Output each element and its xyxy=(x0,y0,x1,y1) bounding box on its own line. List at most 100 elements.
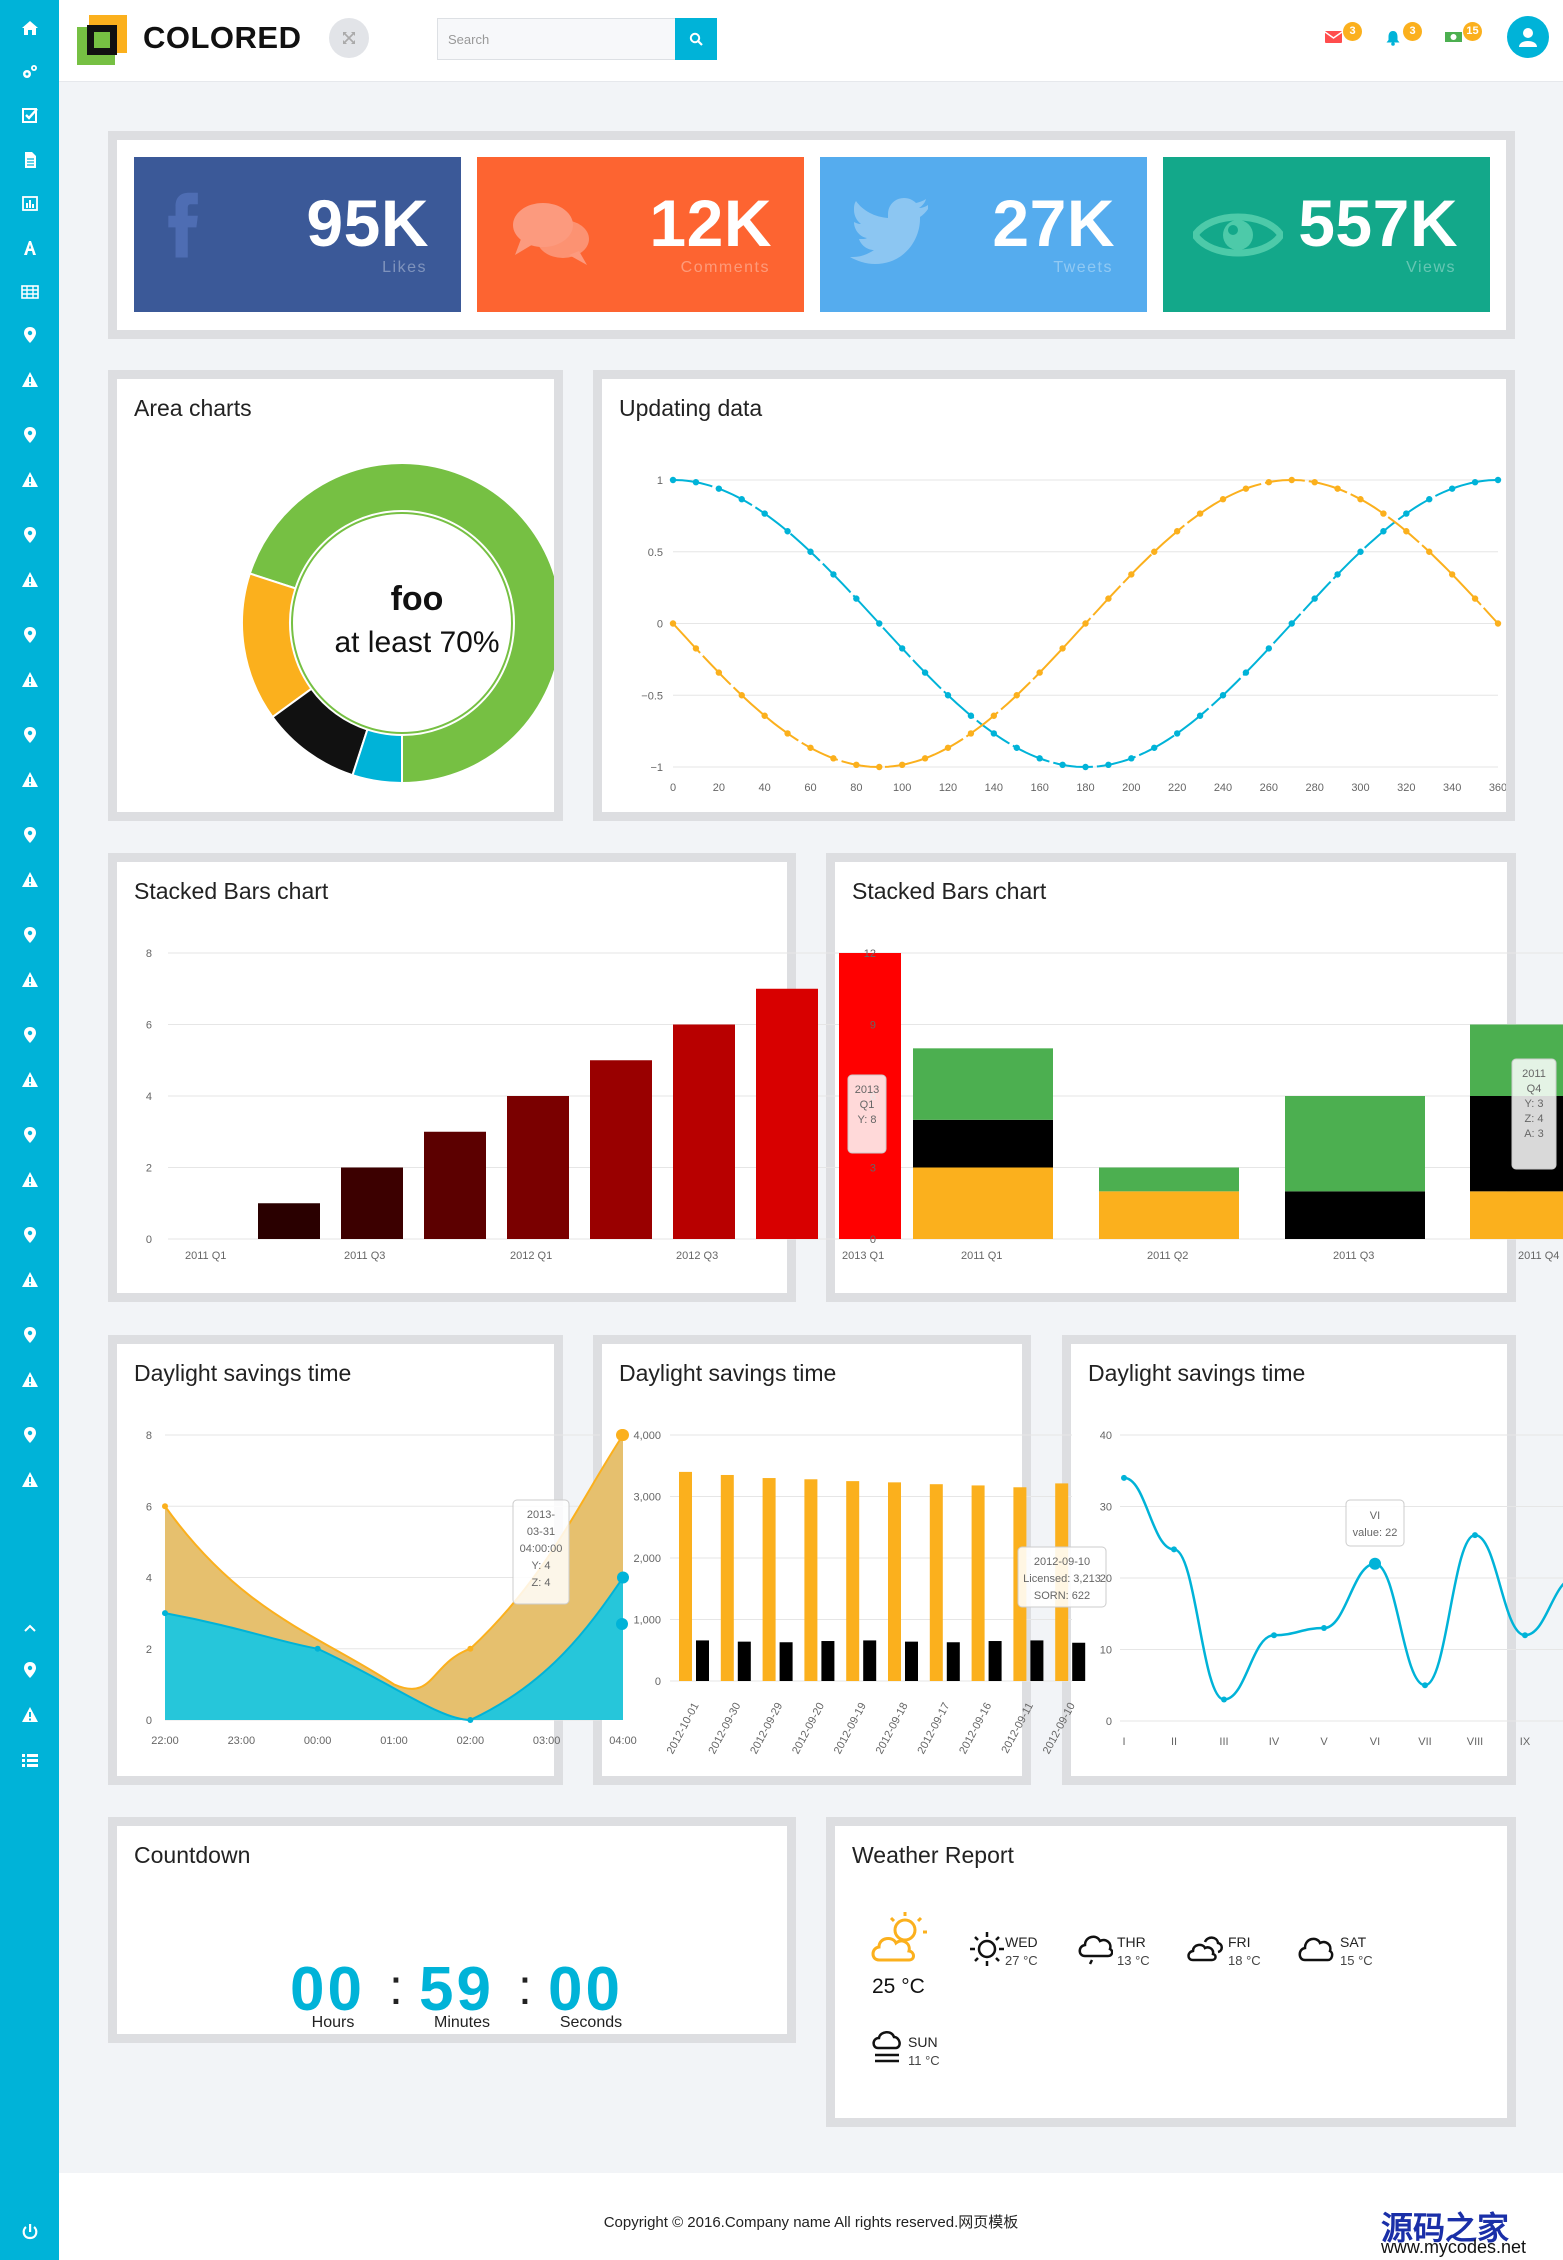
likes-card[interactable]: 95K Likes xyxy=(134,157,461,312)
messages-button[interactable]: 3 xyxy=(1325,22,1362,56)
sidebar-check-square-button[interactable] xyxy=(0,100,59,130)
tweets-card[interactable]: 27K Tweets xyxy=(820,157,1147,312)
x-tick-label: IX xyxy=(1520,1736,1531,1748)
x-tick-label: 2012-09-11 xyxy=(999,1701,1036,1756)
views-card[interactable]: 557K Views xyxy=(1163,157,1490,312)
sidebar-map-marker-button[interactable] xyxy=(0,1420,59,1450)
data-point xyxy=(1380,510,1387,517)
comments-card[interactable]: 12K Comments xyxy=(477,157,804,312)
sidebar-bar-chart-button[interactable] xyxy=(0,188,59,218)
sidebar-warning-button[interactable] xyxy=(0,1265,59,1295)
y-tick-label: −1 xyxy=(650,762,663,774)
sidebar-map-marker-button[interactable] xyxy=(0,1020,59,1050)
alerts-button[interactable]: 3 xyxy=(1385,22,1422,56)
tooltip-line: 03-31 xyxy=(527,1526,555,1538)
sidebar-map-marker-button[interactable] xyxy=(0,920,59,950)
file-icon xyxy=(24,152,36,168)
series-line-value xyxy=(1123,1476,1563,1701)
x-tick-label: VII xyxy=(1418,1736,1431,1748)
map-marker-icon xyxy=(23,1327,36,1343)
user-avatar[interactable] xyxy=(1507,16,1549,58)
x-tick-label: I xyxy=(1122,1736,1125,1748)
sidebar-file-button[interactable] xyxy=(0,145,59,175)
data-point xyxy=(853,595,860,602)
x-tick-label: 360 xyxy=(1489,782,1506,794)
y-tick-label: 20 xyxy=(1100,1573,1112,1585)
sidebar-map-marker-button[interactable] xyxy=(0,1220,59,1250)
data-point xyxy=(1288,620,1295,627)
sidebar-map-marker-button[interactable] xyxy=(0,820,59,850)
bar-sorn xyxy=(821,1641,835,1681)
sidebar-power-button[interactable] xyxy=(0,2217,59,2247)
tweets-value: 27K xyxy=(992,186,1115,260)
data-point xyxy=(1242,485,1250,492)
sidebar-map-marker-button[interactable] xyxy=(0,1120,59,1150)
x-tick-label: 100 xyxy=(893,782,911,794)
data-point xyxy=(1105,761,1112,769)
panel-title: Stacked Bars chart xyxy=(134,878,329,904)
sidebar-warning-button[interactable] xyxy=(0,865,59,895)
x-tick-label: 60 xyxy=(804,782,816,794)
x-tick-label: 2012-09-30 xyxy=(706,1701,743,1756)
x-tick-label: 160 xyxy=(1030,782,1048,794)
sidebar-warning-button[interactable] xyxy=(0,1700,59,1730)
sidebar-map-marker-button[interactable] xyxy=(0,520,59,550)
data-point xyxy=(761,510,768,517)
search-button[interactable] xyxy=(675,18,717,60)
data-point xyxy=(1311,595,1318,602)
x-tick-label: 2012-09-18 xyxy=(874,1701,911,1756)
data-point xyxy=(1265,645,1273,652)
sidebar-warning-button[interactable] xyxy=(0,465,59,495)
sidebar-map-marker-button[interactable] xyxy=(0,620,59,650)
sidebar-map-marker-button[interactable] xyxy=(0,720,59,750)
payments-badge: 15 xyxy=(1463,22,1482,41)
seconds-label: Seconds xyxy=(559,2014,623,2031)
x-tick-label: 260 xyxy=(1260,782,1278,794)
brand-name[interactable]: COLORED xyxy=(143,20,302,55)
sidebar-warning-button[interactable] xyxy=(0,1165,59,1195)
sidebar-map-marker-button[interactable] xyxy=(0,1320,59,1350)
sidebar-font-button[interactable] xyxy=(0,233,59,263)
comments-value: 12K xyxy=(649,186,772,260)
sidebar-warning-button[interactable] xyxy=(0,665,59,695)
data-point xyxy=(1472,1532,1478,1539)
sidebar-home-button[interactable] xyxy=(0,13,59,43)
sidebar-warning-button[interactable] xyxy=(0,765,59,795)
sidebar-table-button[interactable] xyxy=(0,277,59,307)
gears-icon xyxy=(22,65,37,78)
sidebar-warning-button[interactable] xyxy=(0,1365,59,1395)
sidebar-warning-button[interactable] xyxy=(0,965,59,995)
sidebar-warning-button[interactable] xyxy=(0,1465,59,1495)
warning-icon xyxy=(21,1072,38,1087)
sidebar-chevron-up-button[interactable] xyxy=(0,1613,59,1643)
expand-button[interactable] xyxy=(329,18,369,58)
map-marker-icon xyxy=(23,1427,36,1443)
sidebar-map-marker-button[interactable] xyxy=(0,320,59,350)
weather-panel: Weather Report 25 °C WED 27 °C THR 13 °C… xyxy=(826,1817,1516,2127)
y-tick-label: 4 xyxy=(146,1573,152,1585)
bar-licensed xyxy=(846,1481,860,1681)
sidebar-map-marker-button[interactable] xyxy=(0,1655,59,1685)
bar-chart-icon xyxy=(21,196,38,211)
data-point xyxy=(898,645,906,652)
x-tick-label: 2012-09-29 xyxy=(748,1701,785,1756)
warning-icon xyxy=(21,1372,38,1387)
sidebar-warning-button[interactable] xyxy=(0,565,59,595)
x-tick-label: 40 xyxy=(759,782,771,794)
donut-center-subtitle: at least 70% xyxy=(334,626,500,659)
sidebar-list-button[interactable] xyxy=(0,1745,59,1775)
sidebar-map-marker-button[interactable] xyxy=(0,420,59,450)
data-point xyxy=(898,761,906,769)
watermark-title: 源码之家 xyxy=(1380,2209,1509,2247)
y-tick-label: 0 xyxy=(1106,1716,1112,1728)
search-input[interactable] xyxy=(438,19,673,59)
sidebar-warning-button[interactable] xyxy=(0,365,59,395)
panel-title: Weather Report xyxy=(852,1842,1014,1868)
sidebar-warning-button[interactable] xyxy=(0,1065,59,1095)
data-point xyxy=(784,730,791,737)
data-point-highlight xyxy=(617,1571,629,1584)
sidebar-gears-button[interactable] xyxy=(0,57,59,87)
payments-button[interactable]: 15 xyxy=(1445,22,1482,56)
weather-day: WED xyxy=(1005,1934,1038,1950)
bar-licensed xyxy=(720,1474,734,1681)
